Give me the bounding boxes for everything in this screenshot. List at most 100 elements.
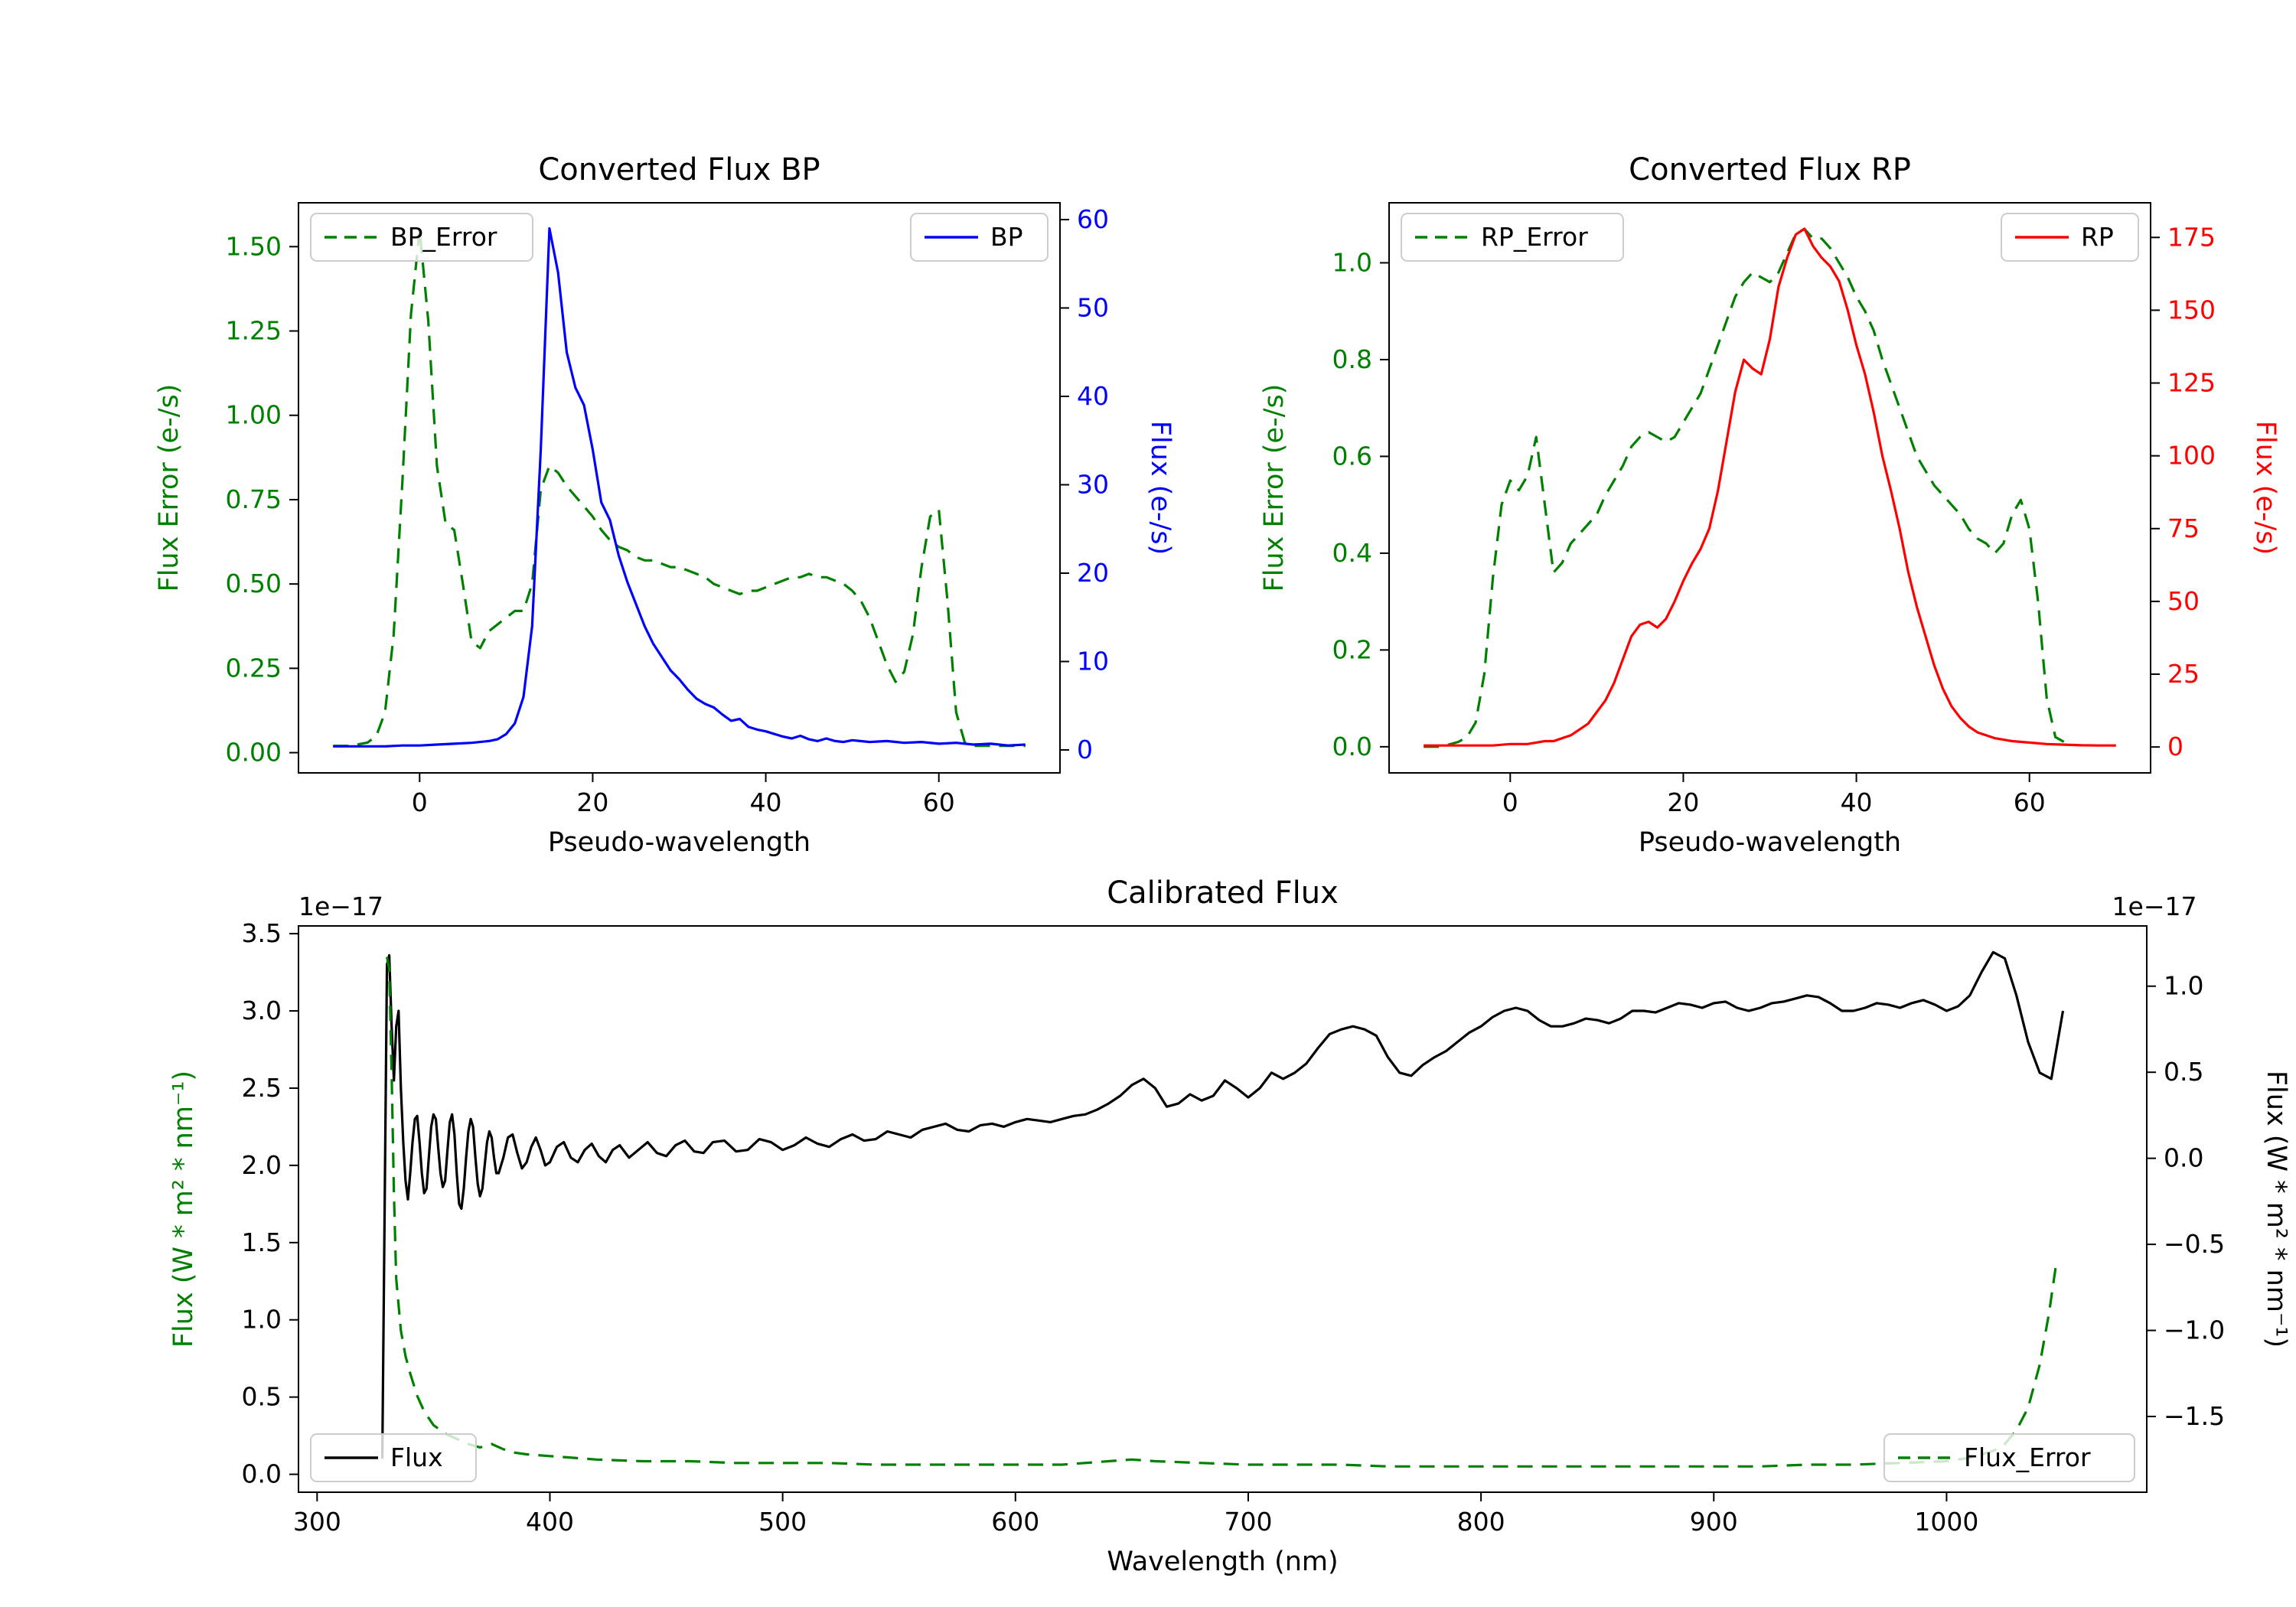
y-tick-label-left: 0.5 [242, 1382, 282, 1412]
y-tick-label-left: 0.0 [242, 1459, 282, 1489]
y-tick-label-right: −1.5 [2164, 1401, 2225, 1431]
x-axis-label: Pseudo-wavelength [548, 827, 810, 858]
legend-label: RP_Error [1481, 222, 1588, 252]
subplot-calibrated-flux: 300 400 500 600 700 800 900 1000 Wavelength (nm)… [168, 875, 2291, 1577]
y-tick-label-right: 40 [1077, 381, 1109, 411]
y-tick-label-left: 1.00 [226, 400, 282, 430]
y-tick-label-right: 25 [2167, 659, 2200, 689]
legend-label: Flux_Error [1964, 1442, 2091, 1472]
y-tick-label-left: 1.0 [1332, 247, 1372, 277]
y-tick-label-right: 20 [1077, 558, 1109, 588]
y-tick-label-right: 0 [2167, 732, 2183, 761]
legend-label: BP_Error [390, 222, 497, 252]
legend-rp_error: RP_Error [1401, 213, 1624, 262]
legend-label: Flux [390, 1442, 443, 1472]
axes-spines [298, 202, 1061, 774]
x-tick-label: 500 [758, 1507, 807, 1537]
axis-offset-text: 1e−17 [298, 892, 383, 921]
legend-flux: Flux [310, 1433, 477, 1482]
y-tick-label-left: 0.0 [1332, 732, 1372, 761]
legend-flux_error: Flux_Error [1883, 1433, 2135, 1482]
bp-error-line [333, 228, 1026, 748]
x-tick-label: 900 [1690, 1507, 1738, 1537]
y-tick-label-right: 50 [2167, 586, 2200, 616]
y-tick-label-left: 1.25 [226, 316, 282, 346]
x-tick-label: 800 [1457, 1507, 1505, 1537]
y-tick-label-left: 0.4 [1332, 538, 1372, 568]
y-tick-label-right: 0 [1077, 735, 1093, 764]
x-tick-label: 300 [293, 1507, 341, 1537]
legend-box [910, 213, 1049, 262]
y-axis-label-right: Flux (W * m² * nm⁻¹) [2261, 1071, 2291, 1348]
x-axis-label: Pseudo-wavelength [1639, 827, 1901, 858]
legend-box [1401, 213, 1624, 262]
y-tick-label-left: 3.5 [242, 918, 282, 948]
y-tick-label-left: 1.50 [226, 231, 282, 261]
axes-spines [298, 925, 2148, 1493]
y-axis-label-left: Flux (W * m² * nm⁻¹) [168, 1071, 199, 1348]
x-axis-label: Wavelength (nm) [1107, 1547, 1338, 1577]
subplot-title: Converted Flux BP [538, 152, 820, 187]
legend-box [1883, 1433, 2135, 1482]
y-tick-label-right: 1.0 [2164, 971, 2203, 1001]
x-tick-label: 40 [750, 787, 782, 817]
legend-bp_error: BP_Error [310, 213, 533, 262]
y-tick-label-right: 0.5 [2164, 1057, 2203, 1087]
y-tick-label-right: 0.0 [2164, 1143, 2203, 1173]
x-tick-label: 20 [576, 787, 608, 817]
subplot-title: Converted Flux RP [1629, 152, 1911, 187]
subplot-converted-flux-rp: 0 20 40 60 Pseudo-wavelength 0.0 0.2 0.4 0.6 0.8 1… [1259, 152, 2281, 858]
x-tick-label: 60 [2014, 787, 2046, 817]
y-tick-label-left: 1.0 [242, 1305, 282, 1335]
axis-offset-text: 1e−17 [2112, 892, 2197, 921]
y-tick-label-left: 2.0 [242, 1150, 282, 1180]
y-tick-label-left: 0.25 [226, 653, 282, 683]
y-tick-label-right: 30 [1077, 469, 1109, 499]
legend-rp: RP [2001, 213, 2139, 262]
x-tick-label: 600 [991, 1507, 1039, 1537]
y-tick-label-right: 125 [2167, 368, 2216, 398]
flux-error-line [386, 957, 2057, 1468]
y-tick-label-right: −0.5 [2164, 1229, 2225, 1259]
x-tick-label: 700 [1224, 1507, 1272, 1537]
y-tick-label-right: 100 [2167, 441, 2216, 471]
legend-box [2001, 213, 2139, 262]
y-tick-label-right: 175 [2167, 222, 2216, 252]
x-tick-label: 0 [412, 787, 428, 817]
legend-box [310, 1433, 477, 1482]
y-tick-label-left: 1.5 [242, 1227, 282, 1257]
y-tick-label-left: 0.00 [226, 738, 282, 768]
y-tick-label-right: 150 [2167, 295, 2216, 324]
y-tick-label-left: 0.8 [1332, 344, 1372, 374]
y-tick-label-right: 10 [1077, 646, 1109, 676]
y-tick-label-left: 0.75 [226, 484, 282, 514]
y-axis-label-right: Flux (e-/s) [2250, 421, 2281, 555]
bp-line [333, 227, 1026, 748]
y-tick-label-left: 0.50 [226, 569, 282, 598]
legend-box [310, 213, 533, 262]
y-axis-label-left: Flux Error (e-/s) [1259, 384, 1290, 592]
y-tick-label-left: 3.0 [242, 996, 282, 1025]
x-tick-label: 60 [923, 787, 955, 817]
x-tick-label: 1000 [1914, 1507, 1978, 1537]
x-tick-label: 20 [1667, 787, 1699, 817]
y-tick-label-left: 0.2 [1332, 634, 1372, 664]
legend-label: BP [990, 222, 1023, 252]
legend-bp: BP [910, 213, 1049, 262]
y-tick-label-right: 75 [2167, 513, 2200, 543]
x-tick-label: 400 [526, 1507, 574, 1537]
y-tick-label-right: −1.0 [2164, 1315, 2225, 1345]
y-axis-label-right: Flux (e-/s) [1145, 421, 1176, 555]
rp-line [1424, 227, 2116, 747]
axes-spines [1388, 202, 2151, 774]
flux-line [380, 950, 2065, 1459]
x-tick-label: 40 [1841, 787, 1873, 817]
x-tick-label: 0 [1502, 787, 1518, 817]
y-tick-label-left: 2.5 [242, 1073, 282, 1103]
subplot-title: Calibrated Flux [1107, 875, 1339, 911]
subplot-converted-flux-bp: 0 20 40 60 Pseudo-wavelength 0.00 0.25 0.50 0.75… [154, 152, 1176, 858]
legend-label: RP [2081, 222, 2114, 252]
y-tick-label-right: 50 [1077, 292, 1109, 322]
